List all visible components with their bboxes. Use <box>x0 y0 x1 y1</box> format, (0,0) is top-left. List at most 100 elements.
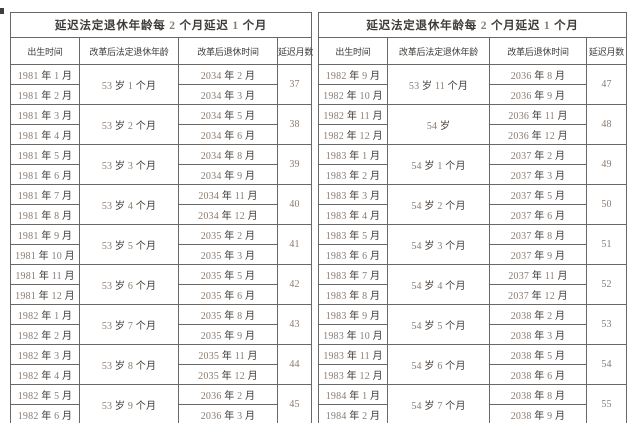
page-edge-mark <box>0 8 4 14</box>
birth-month-cell: 1983 年 2 月 <box>318 164 388 185</box>
table-row: 1984 年 2 月 2038 年 9 月 <box>318 404 627 423</box>
retirement-age-cell: 54 岁 <box>387 104 490 145</box>
retirement-month-cell: 2035 年 12 月 <box>178 364 278 385</box>
retirement-month-cell: 2038 年 9 月 <box>489 404 587 423</box>
birth-month-cell: 1984 年 2 月 <box>318 404 388 423</box>
table-row: 1983 年 6 月 2037 年 9 月 <box>318 244 627 265</box>
table-title-row: 延迟法定退休年龄每 2 个月延迟 1 个月 <box>9 12 313 38</box>
table-row: 1983 年 11 月 54 岁 6 个月 2038 年 5 月 54 <box>318 344 628 385</box>
retirement-age-cell: 54 岁 6 个月 <box>387 344 490 385</box>
retirement-table-right: 延迟法定退休年龄每 2 个月延迟 1 个月 出生时间 改革后法定退休年龄 改革后… <box>317 12 628 423</box>
retirement-age-cell: 53 岁 2 个月 <box>79 104 179 145</box>
table-row: 1981 年 7 月 53 岁 4 个月 2034 年 11 月 40 <box>10 184 313 225</box>
table-row: 1981 年 12 月 2035 年 6 月 <box>10 284 312 305</box>
column-header-delay: 延迟月数 <box>276 37 313 65</box>
delay-months-cell: 54 <box>585 344 628 385</box>
table-row: 1983 年 5 月 54 岁 3 个月 2037 年 8 月 51 <box>318 224 628 265</box>
birth-month-cell: 1982 年 9 月 <box>318 64 388 85</box>
retirement-month-cell: 2038 年 6 月 <box>489 364 587 385</box>
birth-month-cell: 1981 年 9 月 <box>10 224 80 245</box>
table-row: 1981 年 9 月 53 岁 5 个月 2035 年 2 月 41 <box>10 224 313 265</box>
retirement-age-cell: 53 岁 4 个月 <box>79 184 179 225</box>
retirement-age-cell: 53 岁 6 个月 <box>79 264 179 305</box>
retirement-age-cell: 54 岁 4 个月 <box>387 264 490 305</box>
retirement-month-cell: 2035 年 5 月 <box>178 264 278 285</box>
retirement-month-cell: 2036 年 8 月 <box>489 64 587 85</box>
birth-month-cell: 1982 年 6 月 <box>10 404 80 423</box>
retirement-table-right-panel: 延迟法定退休年龄每 2 个月延迟 1 个月 出生时间 改革后法定退休年龄 改革后… <box>317 12 628 423</box>
table-title: 延迟法定退休年龄每 2 个月延迟 1 个月 <box>317 12 628 38</box>
retirement-month-cell: 2037 年 2 月 <box>489 144 587 165</box>
retirement-month-cell: 2037 年 6 月 <box>489 204 587 225</box>
retirement-age-cell: 54 岁 5 个月 <box>387 304 490 345</box>
birth-month-cell: 1982 年 5 月 <box>10 384 80 405</box>
table-row: 1982 年 9 月 53 岁 11 个月 2036 年 8 月 47 <box>318 64 628 105</box>
retirement-month-cell: 2036 年 2 月 <box>178 384 278 405</box>
table-row: 1982 年 5 月 53 岁 9 个月 2036 年 2 月 45 <box>10 384 313 423</box>
retirement-month-cell: 2034 年 11 月 <box>178 184 278 205</box>
delay-months-cell: 44 <box>276 344 313 385</box>
retirement-month-cell: 2035 年 2 月 <box>178 224 278 245</box>
table-row: 1981 年 3 月 53 岁 2 个月 2034 年 5 月 38 <box>10 104 313 145</box>
retirement-month-cell: 2038 年 3 月 <box>489 324 587 345</box>
retirement-age-cell: 54 岁 2 个月 <box>387 184 490 225</box>
birth-month-cell: 1982 年 11 月 <box>318 104 388 125</box>
table-row: 1982 年 6 月 2036 年 3 月 <box>10 404 312 423</box>
retirement-table-left-panel: 延迟法定退休年龄每 2 个月延迟 1 个月 出生时间 改革后法定退休年龄 改革后… <box>9 12 313 423</box>
birth-month-cell: 1982 年 2 月 <box>10 324 80 345</box>
delay-months-cell: 38 <box>276 104 313 145</box>
birth-month-cell: 1982 年 12 月 <box>318 124 388 145</box>
delay-months-cell: 43 <box>276 304 313 345</box>
retirement-month-cell: 2034 年 3 月 <box>178 84 278 105</box>
column-header-age: 改革后法定退休年龄 <box>387 37 490 65</box>
birth-month-cell: 1982 年 1 月 <box>10 304 80 325</box>
birth-month-cell: 1981 年 1 月 <box>10 64 80 85</box>
retirement-month-cell: 2034 年 12 月 <box>178 204 278 225</box>
delay-months-cell: 41 <box>276 224 313 265</box>
retirement-table-left: 延迟法定退休年龄每 2 个月延迟 1 个月 出生时间 改革后法定退休年龄 改革后… <box>9 12 313 423</box>
table-row: 1982 年 4 月 2035 年 12 月 <box>10 364 312 385</box>
table-title-row: 延迟法定退休年龄每 2 个月延迟 1 个月 <box>317 12 628 38</box>
table-row: 1983 年 2 月 2037 年 3 月 <box>318 164 627 185</box>
retirement-month-cell: 2037 年 3 月 <box>489 164 587 185</box>
retirement-age-cell: 54 岁 7 个月 <box>387 384 490 423</box>
retirement-month-cell: 2036 年 3 月 <box>178 404 278 423</box>
retirement-month-cell: 2037 年 11 月 <box>489 264 587 285</box>
delay-months-cell: 52 <box>585 264 628 305</box>
table-row: 1983 年 1 月 54 岁 1 个月 2037 年 2 月 49 <box>318 144 628 185</box>
column-header-birth: 出生时间 <box>318 37 388 65</box>
birth-month-cell: 1982 年 10 月 <box>318 84 388 105</box>
table-row: 1983 年 9 月 54 岁 5 个月 2038 年 2 月 53 <box>318 304 628 345</box>
table-row: 1981 年 1 月 53 岁 1 个月 2034 年 2 月 37 <box>10 64 313 105</box>
retirement-month-cell: 2037 年 12 月 <box>489 284 587 305</box>
table-row: 1982 年 2 月 2035 年 9 月 <box>10 324 312 345</box>
retirement-month-cell: 2035 年 11 月 <box>178 344 278 365</box>
table-row: 1982 年 3 月 53 岁 8 个月 2035 年 11 月 44 <box>10 344 313 385</box>
birth-month-cell: 1983 年 12 月 <box>318 364 388 385</box>
table-body: 1982 年 9 月 53 岁 11 个月 2036 年 8 月 47 1982 年 1… <box>318 64 628 423</box>
retirement-age-cell: 53 岁 9 个月 <box>79 384 179 423</box>
table-row: 1981 年 6 月 2034 年 9 月 <box>10 164 312 185</box>
retirement-age-cell: 53 岁 8 个月 <box>79 344 179 385</box>
birth-month-cell: 1984 年 1 月 <box>318 384 388 405</box>
retirement-month-cell: 2035 年 6 月 <box>178 284 278 305</box>
birth-month-cell: 1981 年 4 月 <box>10 124 80 145</box>
retirement-month-cell: 2038 年 2 月 <box>489 304 587 325</box>
table-header-row: 出生时间 改革后法定退休年龄 改革后退休时间 延迟月数 <box>318 37 628 65</box>
table-row: 1982 年 1 月 53 岁 7 个月 2035 年 8 月 43 <box>10 304 313 345</box>
retirement-age-cell: 53 岁 1 个月 <box>79 64 179 105</box>
table-head: 延迟法定退休年龄每 2 个月延迟 1 个月 出生时间 改革后法定退休年龄 改革后… <box>317 12 628 65</box>
delay-months-cell: 47 <box>585 64 628 105</box>
column-header-delay: 延迟月数 <box>585 37 628 65</box>
retirement-month-cell: 2035 年 3 月 <box>178 244 278 265</box>
retirement-month-cell: 2034 年 6 月 <box>178 124 278 145</box>
delay-months-cell: 55 <box>585 384 628 423</box>
retirement-month-cell: 2037 年 8 月 <box>489 224 587 245</box>
table-row: 1982 年 12 月 2036 年 12 月 <box>318 124 627 145</box>
birth-month-cell: 1982 年 4 月 <box>10 364 80 385</box>
retirement-month-cell: 2036 年 12 月 <box>489 124 587 145</box>
birth-month-cell: 1983 年 8 月 <box>318 284 388 305</box>
delay-months-cell: 49 <box>585 144 628 185</box>
delay-months-cell: 39 <box>276 144 313 185</box>
birth-month-cell: 1981 年 12 月 <box>10 284 80 305</box>
